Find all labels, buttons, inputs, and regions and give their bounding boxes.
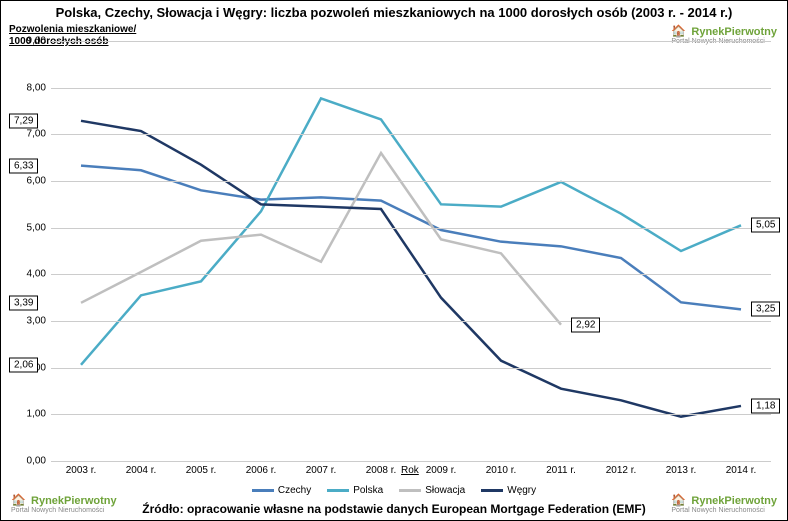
line-series-svg	[51, 41, 771, 461]
data-label-first: 6,33	[9, 158, 38, 173]
grid-line	[51, 461, 771, 462]
brand-logo-bottom-left: RynekPierwotnyPortal Nowych Nieruchomośc…	[11, 493, 117, 514]
y-tick-label: 5,00	[21, 222, 46, 233]
grid-line	[51, 41, 771, 42]
legend-item: Słowacja	[399, 485, 465, 496]
y-tick-label: 7,00	[21, 129, 46, 140]
grid-line	[51, 134, 771, 135]
legend-swatch	[399, 489, 421, 492]
grid-line	[51, 88, 771, 89]
y-tick-label: 6,00	[21, 176, 46, 187]
series-line-węgry	[81, 121, 741, 417]
y-tick-label: 8,00	[21, 82, 46, 93]
x-tick-label: 2003 r.	[66, 465, 97, 476]
x-tick-label: 2009 r.	[426, 465, 457, 476]
data-label-last: 3,25	[751, 302, 780, 317]
x-tick-label: 2014 r.	[726, 465, 757, 476]
source-text: Źródło: opracowanie własne na podstawie …	[1, 502, 787, 516]
grid-line	[51, 274, 771, 275]
x-tick-label: 2008 r.	[366, 465, 397, 476]
brand-logo-bottom-right: RynekPierwotnyPortal Nowych Nieruchomośc…	[671, 493, 777, 514]
chart-container: Polska, Czechy, Słowacja i Węgry: liczba…	[0, 0, 788, 521]
x-axis-title: Rok	[401, 465, 419, 476]
x-tick-label: 2011 r.	[546, 465, 576, 476]
legend-label: Słowacja	[425, 485, 465, 496]
data-label-first: 2,06	[9, 357, 38, 372]
x-tick-label: 2007 r.	[306, 465, 337, 476]
legend: Czechy Polska Słowacja Węgry	[1, 484, 787, 496]
y-tick-label: 9,00	[21, 36, 46, 47]
grid-line	[51, 181, 771, 182]
legend-item: Czechy	[252, 485, 311, 496]
y-tick-label: 0,00	[21, 456, 46, 467]
legend-item: Węgry	[481, 485, 536, 496]
chart-title: Polska, Czechy, Słowacja i Węgry: liczba…	[1, 1, 787, 24]
data-label-last: 2,92	[571, 317, 600, 332]
data-label-first: 7,29	[9, 113, 38, 128]
series-line-polska	[81, 98, 741, 364]
x-tick-label: 2006 r.	[246, 465, 277, 476]
grid-line	[51, 228, 771, 229]
data-label-first: 3,39	[9, 295, 38, 310]
y-tick-label: 1,00	[21, 409, 46, 420]
x-tick-label: 2013 r.	[666, 465, 697, 476]
x-tick-label: 2005 r.	[186, 465, 217, 476]
legend-label: Czechy	[278, 485, 311, 496]
legend-item: Polska	[327, 485, 383, 496]
y-tick-label: 3,00	[21, 316, 46, 327]
y-tick-label: 4,00	[21, 269, 46, 280]
x-tick-label: 2012 r.	[606, 465, 637, 476]
series-line-czechy	[81, 166, 741, 310]
grid-line	[51, 368, 771, 369]
legend-swatch	[252, 489, 274, 492]
legend-swatch	[327, 489, 349, 492]
legend-label: Węgry	[507, 485, 536, 496]
grid-line	[51, 321, 771, 322]
grid-line	[51, 414, 771, 415]
x-tick-label: 2004 r.	[126, 465, 157, 476]
legend-swatch	[481, 489, 503, 492]
plot-area: 0,001,002,003,004,005,006,007,008,009,00…	[51, 41, 771, 461]
x-tick-label: 2010 r.	[486, 465, 517, 476]
data-label-last: 5,05	[751, 218, 780, 233]
data-label-last: 1,18	[751, 398, 780, 413]
legend-label: Polska	[353, 485, 383, 496]
